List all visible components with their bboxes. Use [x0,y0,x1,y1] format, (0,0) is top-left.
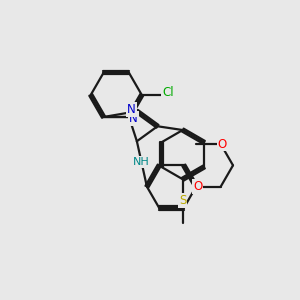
Text: O: O [218,138,227,151]
Text: S: S [179,194,186,207]
Text: N: N [129,112,138,125]
Text: N: N [127,103,136,116]
Text: Cl: Cl [162,86,174,99]
Text: NH: NH [133,157,150,167]
Text: O: O [193,180,202,193]
